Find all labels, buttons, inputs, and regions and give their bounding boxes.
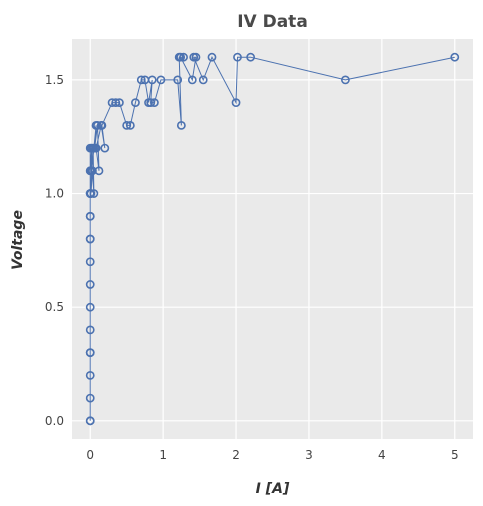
x-axis-label: I [A] xyxy=(256,481,290,497)
data-point xyxy=(97,120,107,130)
data-points xyxy=(85,52,460,426)
data-point xyxy=(176,52,186,62)
y-tick-label: 0.0 xyxy=(45,414,64,428)
x-tick-label: 0 xyxy=(86,448,94,462)
data-point xyxy=(136,75,146,85)
data-point xyxy=(341,75,350,85)
data-point xyxy=(86,189,96,198)
y-tick-label: 1.0 xyxy=(45,187,64,201)
data-point xyxy=(189,52,199,62)
data-point xyxy=(85,416,95,426)
data-point xyxy=(450,52,460,62)
data-point xyxy=(85,257,95,267)
data-point xyxy=(111,98,121,108)
x-tick-label: 5 xyxy=(451,448,459,462)
plot-background xyxy=(72,39,473,439)
x-tick-label: 3 xyxy=(305,448,313,462)
data-point xyxy=(85,370,95,380)
data-point xyxy=(100,143,110,153)
data-point xyxy=(173,75,183,85)
y-tick-label: 0.5 xyxy=(45,300,64,314)
x-tick-label: 2 xyxy=(232,448,240,462)
data-point xyxy=(149,98,159,108)
chart-title: IV Data xyxy=(237,12,308,32)
y-tick-labels: 0.0 0.5 1.0 1.5 xyxy=(45,73,64,428)
data-point xyxy=(179,52,188,62)
data-point xyxy=(114,98,124,108)
data-point xyxy=(233,52,242,62)
data-point xyxy=(231,98,241,108)
data-point xyxy=(207,52,217,62)
x-tick-label: 1 xyxy=(159,448,167,462)
data-point xyxy=(85,211,95,221)
data-point xyxy=(93,120,102,130)
data-point xyxy=(176,120,186,130)
data-point xyxy=(94,166,104,176)
data-point xyxy=(85,302,95,312)
data-point xyxy=(198,75,208,85)
x-tick-labels: 0 1 2 3 4 5 xyxy=(86,448,458,462)
data-point xyxy=(85,325,95,335)
data-point xyxy=(147,75,157,85)
y-tick-label: 1.5 xyxy=(45,73,64,87)
data-point xyxy=(85,234,95,244)
data-point xyxy=(89,189,99,198)
data-point xyxy=(122,120,132,130)
data-point xyxy=(131,98,140,108)
data-point xyxy=(85,393,95,403)
y-axis-label: Voltage xyxy=(10,210,26,270)
data-point xyxy=(246,52,256,62)
data-point xyxy=(85,348,95,358)
data-point xyxy=(146,98,156,108)
data-point xyxy=(125,120,135,130)
x-tick-label: 4 xyxy=(378,448,386,462)
data-point xyxy=(156,75,166,85)
data-point xyxy=(187,75,197,85)
data-point xyxy=(91,143,101,153)
data-point xyxy=(85,280,95,289)
